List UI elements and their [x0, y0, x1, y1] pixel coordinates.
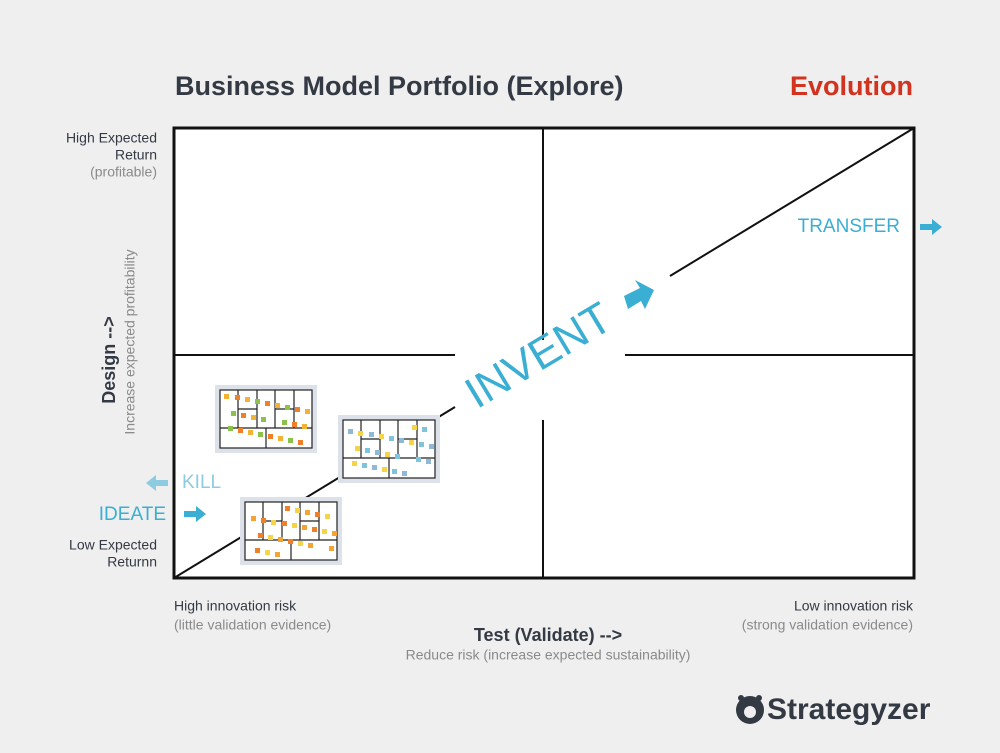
- sticky-note: [358, 431, 363, 436]
- transfer-arrow: [920, 219, 942, 235]
- sticky-note: [315, 512, 320, 517]
- top-note: (profitable): [90, 164, 157, 180]
- ideate-arrow: [184, 506, 206, 522]
- sticky-note: [385, 452, 390, 457]
- sticky-note: [271, 520, 276, 525]
- y-subtitle: Increase expected profitability: [122, 249, 138, 434]
- sticky-note: [268, 434, 273, 439]
- sticky-note: [261, 417, 266, 422]
- x-left-note: (little validation evidence): [174, 617, 331, 633]
- x-title: Test (Validate) -->: [474, 625, 622, 645]
- sticky-note: [258, 432, 263, 437]
- sticky-note: [285, 405, 290, 410]
- bottom-label: Low Expected: [69, 537, 157, 553]
- sticky-note: [255, 548, 260, 553]
- sticky-note: [265, 401, 270, 406]
- sticky-note: [235, 395, 240, 400]
- sticky-note: [372, 465, 377, 470]
- x-right-label: Low innovation risk: [794, 598, 914, 614]
- sticky-note: [399, 438, 404, 443]
- sticky-note: [352, 461, 357, 466]
- sticky-note: [245, 397, 250, 402]
- sticky-note: [224, 394, 229, 399]
- sticky-note: [231, 411, 236, 416]
- sticky-note: [429, 444, 434, 449]
- sticky-note: [389, 436, 394, 441]
- sticky-note: [362, 463, 367, 468]
- sticky-note: [292, 422, 297, 427]
- sticky-note: [302, 525, 307, 530]
- sticky-note: [375, 450, 380, 455]
- sticky-note: [295, 508, 300, 513]
- sticky-note: [292, 523, 297, 528]
- sticky-note: [355, 446, 360, 451]
- sticky-note: [238, 428, 243, 433]
- sticky-note: [241, 413, 246, 418]
- sticky-note: [282, 420, 287, 425]
- sticky-note: [322, 529, 327, 534]
- sticky-note: [258, 533, 263, 538]
- x-right-note: (strong validation evidence): [742, 617, 913, 633]
- sticky-note: [416, 457, 421, 462]
- sticky-note: [275, 403, 280, 408]
- sticky-note: [295, 407, 300, 412]
- sticky-note: [298, 541, 303, 546]
- sticky-note: [312, 527, 317, 532]
- bottom-label: Returnn: [107, 554, 157, 570]
- ideate-label: IDEATE: [99, 504, 166, 525]
- sticky-note: [402, 471, 407, 476]
- sticky-note: [228, 426, 233, 431]
- sticky-note: [305, 409, 310, 414]
- sticky-note: [268, 535, 273, 540]
- sticky-note: [278, 537, 283, 542]
- sticky-note: [382, 467, 387, 472]
- sticky-note: [288, 539, 293, 544]
- kill-label: KILL: [182, 472, 221, 493]
- top-label: High Expected: [66, 130, 157, 146]
- sticky-note: [392, 469, 397, 474]
- sticky-note: [265, 550, 270, 555]
- sticky-note: [278, 436, 283, 441]
- title: Business Model Portfolio (Explore): [175, 71, 624, 101]
- sticky-note: [412, 425, 417, 430]
- sticky-note: [261, 518, 266, 523]
- transfer-label: TRANSFER: [798, 216, 900, 237]
- tag: Evolution: [790, 71, 913, 101]
- y-title: Design -->: [99, 316, 119, 404]
- sticky-note: [419, 442, 424, 447]
- sticky-note: [369, 432, 374, 437]
- invent-arrow: [624, 280, 654, 309]
- sticky-note: [379, 434, 384, 439]
- sticky-note: [285, 506, 290, 511]
- sticky-note: [325, 514, 330, 519]
- sticky-note: [329, 546, 334, 551]
- sticky-note: [409, 440, 414, 445]
- sticky-note: [365, 448, 370, 453]
- sticky-note: [308, 543, 313, 548]
- logo-text: Strategyzer: [767, 693, 931, 726]
- sticky-note: [251, 516, 256, 521]
- sticky-note: [298, 440, 303, 445]
- cards: [215, 385, 440, 565]
- logo: Strategyzer: [736, 693, 931, 726]
- x-subtitle: Reduce risk (increase expected sustainab…: [406, 647, 691, 663]
- sticky-note: [288, 438, 293, 443]
- x-left-label: High innovation risk: [174, 598, 297, 614]
- sticky-note: [426, 459, 431, 464]
- sticky-note: [422, 427, 427, 432]
- sticky-note: [275, 552, 280, 557]
- kill-arrow: [146, 475, 168, 491]
- top-label: Return: [115, 147, 157, 163]
- sticky-note: [302, 424, 307, 429]
- sticky-note: [255, 399, 260, 404]
- sticky-note: [332, 531, 337, 536]
- sticky-note: [348, 429, 353, 434]
- sticky-note: [248, 430, 253, 435]
- sticky-note: [395, 454, 400, 459]
- sticky-note: [305, 510, 310, 515]
- sticky-note: [282, 521, 287, 526]
- sticky-note: [251, 415, 256, 420]
